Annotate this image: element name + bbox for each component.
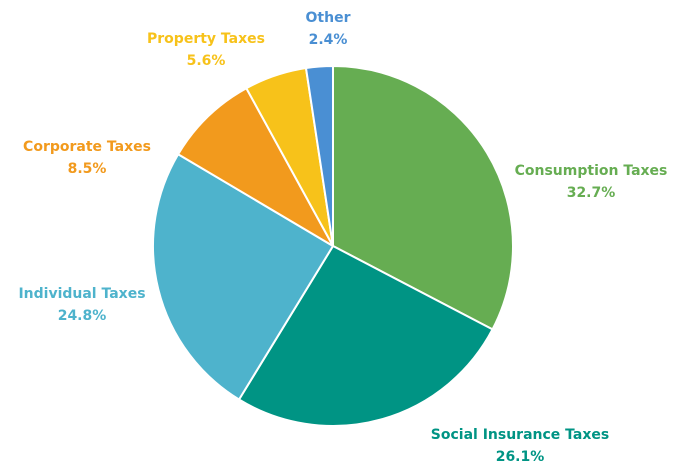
slice-label: Property Taxes (147, 31, 265, 47)
slice-value-label: 32.7% (567, 185, 616, 201)
slice-label: Consumption Taxes (515, 163, 668, 179)
slice-label: Individual Taxes (18, 286, 145, 302)
slice-label: Other (306, 10, 351, 26)
pie-slice-social-insurance-taxes (238, 245, 494, 428)
slice-label: Social Insurance Taxes (431, 427, 609, 443)
slice-value-label: 5.6% (187, 53, 226, 69)
slice-value-label: 26.1% (496, 449, 545, 465)
slice-value-label: 8.5% (68, 161, 107, 177)
pie-slice-individual-taxes (151, 153, 334, 401)
slice-value-label: 2.4% (309, 32, 348, 48)
slice-value-label: 24.8% (58, 308, 107, 324)
slice-label: Corporate Taxes (23, 139, 151, 155)
pie-slice-other (304, 65, 334, 247)
pie-slices (151, 65, 514, 428)
slice-labels: Consumption Taxes 32.7% Social Insurance T… (18, 10, 667, 465)
pie-slice-consumption-taxes (332, 65, 514, 331)
pie-slice-corporate-taxes (177, 87, 334, 247)
